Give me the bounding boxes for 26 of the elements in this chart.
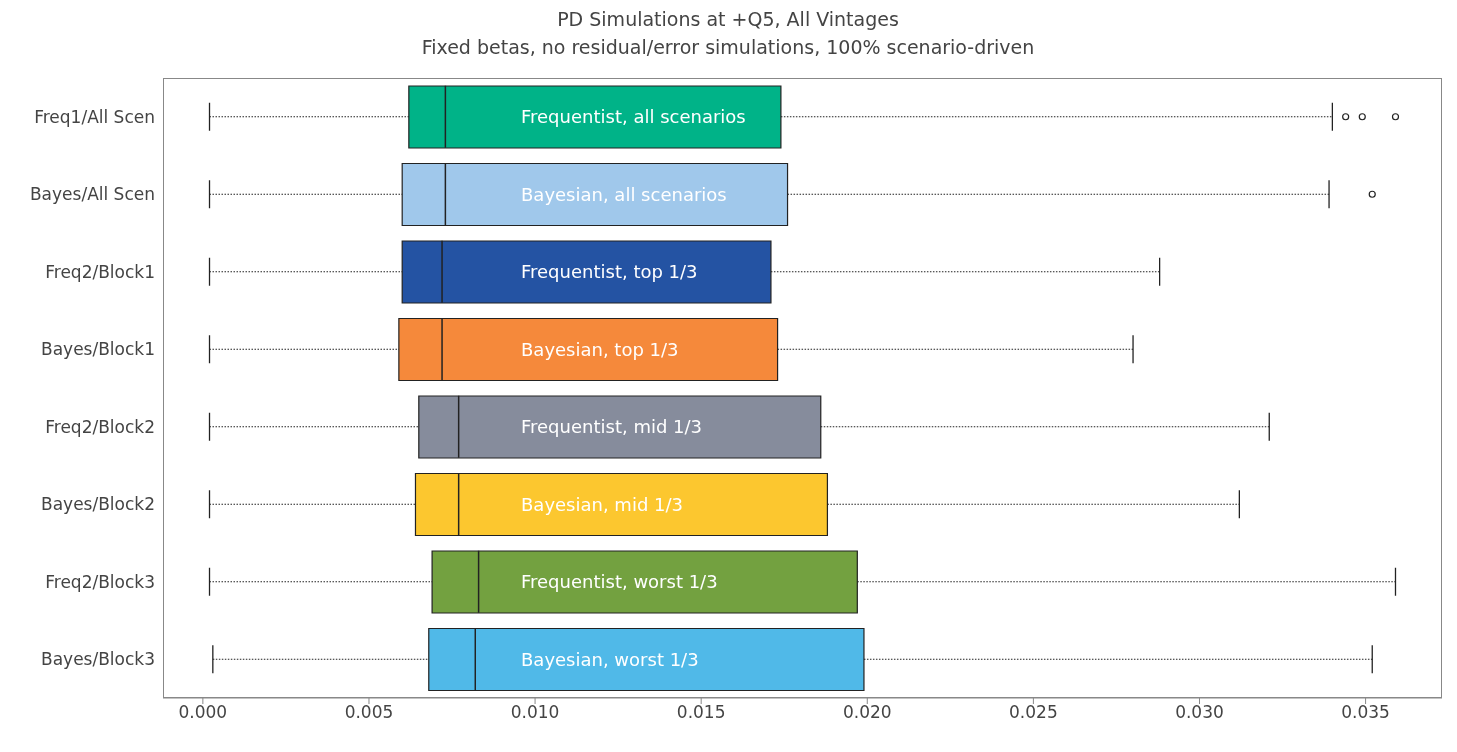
x-tick-label: 0.005 xyxy=(344,702,394,723)
chart-title: PD Simulations at +Q5, All Vintages xyxy=(556,8,900,30)
y-tick-label: Freq1/All Scen xyxy=(34,106,155,127)
annotation: Frequentist, top 1/3 xyxy=(521,261,698,283)
annotation: Frequentist, all scenarios xyxy=(521,106,746,128)
x-tick-label: 0.000 xyxy=(178,702,228,723)
y-tick-label: Bayes/Block3 xyxy=(41,649,155,670)
x-tick-label: 0.020 xyxy=(842,702,892,723)
annotation: Bayesian, top 1/3 xyxy=(521,338,679,360)
chart-subtitle: Fixed betas, no residual/error simulations, 100% scenario-driven xyxy=(420,36,1036,58)
y-tick-label: Bayes/Block2 xyxy=(41,494,155,515)
y-tick-label: Freq2/Block3 xyxy=(45,571,155,592)
x-tick-label: 0.010 xyxy=(510,702,560,723)
annotation: Bayesian, worst 1/3 xyxy=(521,648,699,670)
x-tick-label: 0.025 xyxy=(1009,702,1058,723)
y-tick-label: Freq2/Block2 xyxy=(45,416,155,437)
y-tick-label: Bayes/All Scen xyxy=(29,184,155,205)
x-tick-label: 0.035 xyxy=(1341,702,1390,723)
x-tick-label: 0.015 xyxy=(676,702,726,723)
x-tick-label: 0.030 xyxy=(1175,702,1224,723)
annotation: Bayesian, all scenarios xyxy=(521,183,727,205)
annotation: Frequentist, worst 1/3 xyxy=(521,571,718,593)
annotation: Frequentist, mid 1/3 xyxy=(521,416,703,438)
y-tick-label: Freq2/Block1 xyxy=(45,261,155,282)
annotation: Bayesian, mid 1/3 xyxy=(521,493,684,515)
y-tick-label: Bayes/Block1 xyxy=(41,339,155,360)
